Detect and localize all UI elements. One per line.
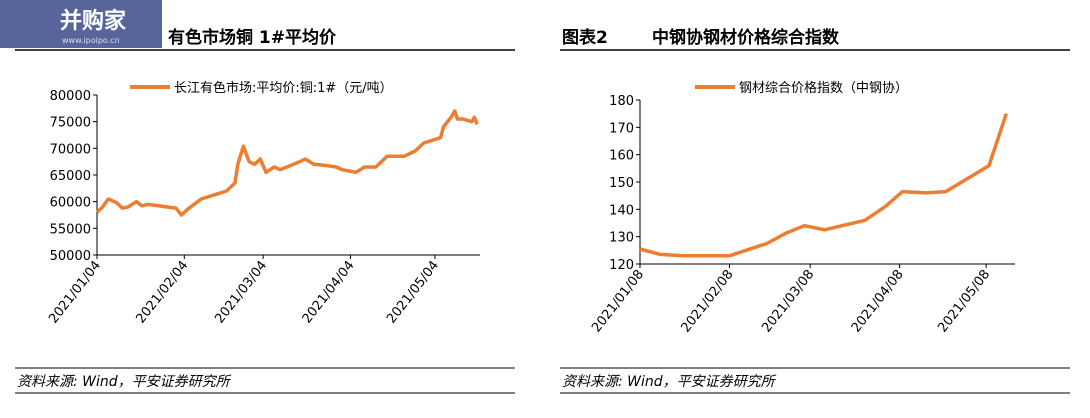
legend-label: 长江有色市场:平均价:铜:1#（元/吨） (174, 80, 393, 96)
source: 资料来源: Wind，平安证券研究所 (562, 374, 777, 390)
x-tick-label: 2021/05/08 (935, 267, 993, 335)
data-line (95, 109, 479, 217)
x-tick-label: 2021/02/04 (133, 258, 191, 326)
watermark: 并购家 (60, 8, 127, 34)
y-tick-label: 70000 (50, 142, 91, 157)
y-tick-label: 60000 (50, 196, 91, 211)
x-tick-label: 2021/01/08 (589, 267, 647, 335)
y-tick-label: 55000 (50, 222, 91, 237)
chart-label: 图表2 (562, 27, 608, 48)
data-line (639, 113, 1008, 258)
y-tick-label: 120 (609, 258, 634, 273)
y-tick-label: 170 (609, 121, 634, 136)
source: 资料来源: Wind，平安证券研究所 (17, 374, 232, 390)
y-tick-label: 50000 (50, 249, 91, 264)
chart-title: 中钢协钢材价格综合指数 (652, 27, 840, 48)
y-tick-label: 130 (609, 231, 634, 246)
x-tick-label: 2021/04/08 (849, 267, 907, 335)
y-tick-label: 140 (609, 203, 634, 218)
y-tick-label: 65000 (50, 169, 91, 184)
x-tick-label: 2021/01/04 (46, 258, 104, 326)
watermark-box (0, 0, 162, 48)
y-tick-label: 160 (609, 149, 634, 164)
watermark-url: www.ipoipo.cn (62, 36, 120, 45)
x-tick-label: 2021/03/04 (212, 258, 270, 326)
y-tick-label: 180 (609, 94, 634, 109)
x-tick-label: 2021/03/08 (759, 267, 817, 335)
x-tick-label: 2021/02/08 (679, 267, 737, 335)
y-tick-label: 150 (609, 176, 634, 191)
x-tick-label: 2021/04/04 (300, 258, 358, 326)
chart-title: 有色市场铜 1#平均价 (168, 27, 337, 48)
y-tick-label: 75000 (50, 116, 91, 131)
y-tick-label: 80000 (50, 89, 91, 104)
legend-label: 钢材综合价格指数（中钢协） (739, 80, 908, 96)
x-tick-label: 2021/05/04 (384, 258, 442, 326)
